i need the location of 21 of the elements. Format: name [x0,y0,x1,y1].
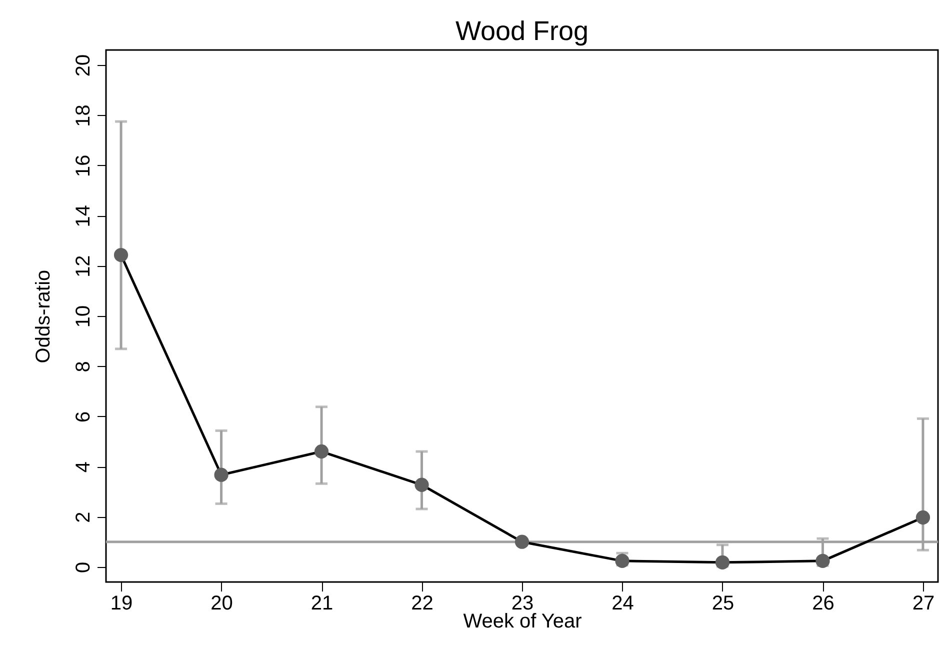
x-tick-label: 26 [812,592,834,614]
y-tick-label: 18 [72,104,94,127]
y-tick-label: 2 [72,512,94,523]
y-tick-label: 14 [72,205,94,228]
x-tick-label: 20 [210,592,233,614]
y-tick-label: 10 [72,305,94,328]
x-tick-label: 27 [912,592,935,614]
x-tick-label: 24 [612,592,634,614]
y-tick-label: 4 [72,462,94,473]
y-tick-label: 0 [72,562,94,574]
y-tick-label: 6 [72,411,94,422]
y-axis-title: Odds-ratio [32,270,54,364]
y-tick-label: 12 [72,255,94,278]
chart-title: Wood Frog [455,16,589,46]
y-tick-label: 20 [72,54,94,77]
y-tick-label: 8 [72,361,94,372]
y-tick-label: 16 [72,154,94,178]
x-tick-label: 19 [110,592,133,614]
x-tick-label: 22 [411,592,434,614]
x-tick-label: 25 [712,592,734,614]
x-tick-label: 21 [310,592,334,614]
